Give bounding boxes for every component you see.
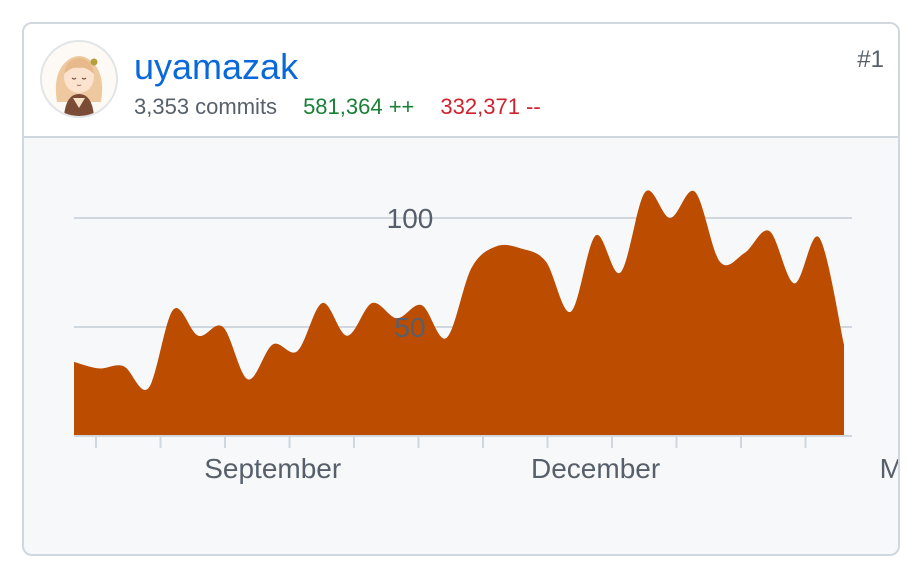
commits-area [74,190,844,436]
avatar-illustration [55,56,103,116]
y-tick-label: 100 [387,203,434,234]
deletions-count: 332,371 -- [440,94,541,119]
contributor-card: uyamazak 3,353 commits 581,364 ++ 332,371 … [22,22,900,556]
x-axis-labels: SeptemberDecemberMarchJune [204,453,900,484]
x-tick-label: December [531,453,660,484]
avatar[interactable] [40,40,118,118]
y-axis-labels: 50 100 [387,203,434,343]
username-link[interactable]: uyamazak [134,46,299,87]
additions-count: 581,364 ++ [303,94,415,119]
rank-label: #1 [857,46,884,73]
commits-count: 3,353 commits [134,94,278,119]
y-tick-label: 50 [394,312,425,343]
x-axis-ticks [95,436,807,448]
x-tick-label: September [204,453,341,484]
x-tick-label: March [880,453,900,484]
card-header: uyamazak 3,353 commits 581,364 ++ 332,371 … [24,24,898,138]
contributor-stats: 3,353 commits 581,364 ++ 332,371 -- [134,94,541,120]
